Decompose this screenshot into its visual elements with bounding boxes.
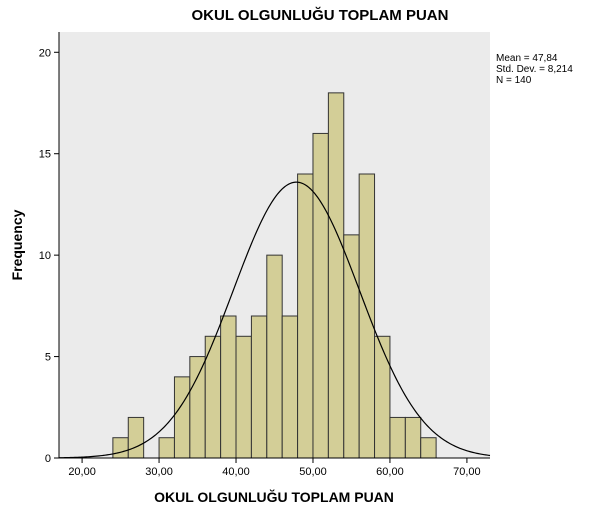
x-axis-label: OKUL OLGUNLUĞU TOPLAM PUAN [154, 488, 394, 505]
histogram-bar [281, 315, 299, 459]
x-tick-label: 50,00 [299, 466, 327, 478]
histogram-bar [112, 437, 129, 459]
histogram-bar [158, 437, 175, 459]
x-tick-label: 70,00 [453, 466, 481, 478]
x-axis-ticks: 20,00 30,00 40,00 50,00 60,00 70,00 [68, 458, 481, 478]
histogram-bar [389, 416, 406, 459]
stats-n: N = 140 [496, 75, 532, 86]
histogram-bar [173, 376, 191, 459]
x-tick-label: 30,00 [145, 466, 173, 478]
histogram-bar [404, 416, 422, 459]
histogram-bar [127, 416, 145, 459]
y-tick-label: 5 [45, 352, 51, 364]
y-tick-label: 15 [39, 149, 51, 161]
histogram-bar [250, 315, 268, 459]
x-tick-label: 40,00 [222, 466, 250, 478]
chart-title: OKUL OLGUNLUĞU TOPLAM PUAN [192, 6, 449, 24]
y-tick-label: 20 [39, 47, 51, 59]
stats-mean: Mean = 47,84 [496, 53, 558, 64]
histogram-bar [420, 437, 437, 459]
histogram-bar [189, 356, 206, 459]
y-axis-ticks: 0 5 10 15 20 [39, 47, 59, 465]
histogram-bar [312, 132, 329, 459]
stats-std-dev: Std. Dev. = 8,214 [496, 64, 573, 75]
histogram-bar [327, 92, 345, 459]
histogram-bar [374, 335, 391, 459]
normal-curve [58, 181, 491, 459]
stats-box: Mean = 47,84 Std. Dev. = 8,214 N = 140 [496, 53, 573, 86]
x-tick-label: 60,00 [376, 466, 404, 478]
histogram-bar [358, 173, 376, 459]
histogram-bar [266, 254, 283, 459]
histogram-bar [297, 173, 314, 459]
y-tick-label: 10 [39, 250, 51, 262]
histogram-bar [235, 335, 252, 459]
histogram-bar [220, 315, 237, 459]
y-tick-label: 0 [45, 453, 51, 465]
x-tick-label: 20,00 [68, 466, 96, 478]
y-axis-label: Frequency [9, 209, 25, 280]
